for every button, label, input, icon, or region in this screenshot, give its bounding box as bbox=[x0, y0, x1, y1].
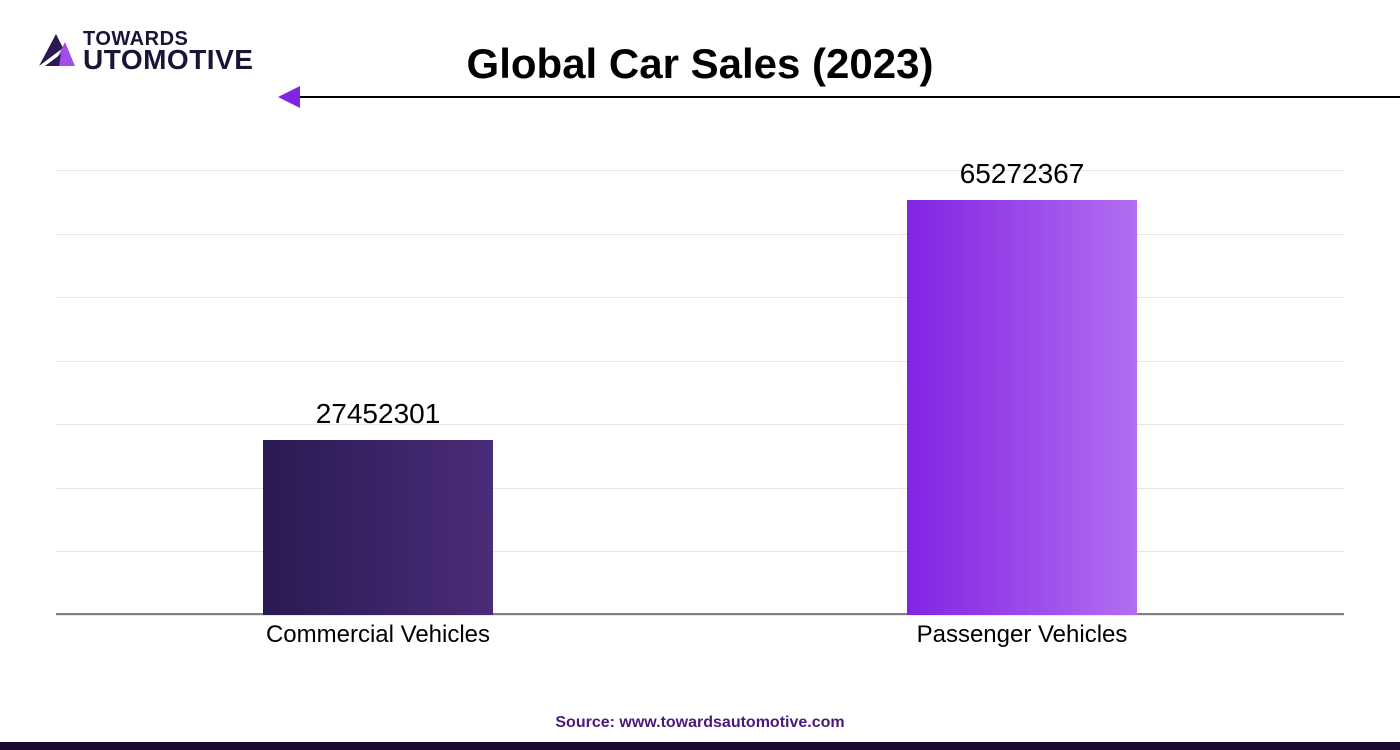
bar-slot: 65272367 bbox=[700, 170, 1344, 615]
bar-chart: 27452301 65272367 Commercial VehiclesPass… bbox=[56, 170, 1344, 650]
bottom-strip bbox=[0, 742, 1400, 750]
arrow-left-icon bbox=[278, 86, 300, 108]
source-attribution: Source: www.towardsautomotive.com bbox=[0, 714, 1400, 732]
page-root: TOWARDS UTOMOTIVE Global Car Sales (2023… bbox=[0, 0, 1400, 750]
source-url: www.towardsautomotive.com bbox=[619, 714, 844, 731]
category-label: Passenger Vehicles bbox=[700, 615, 1344, 650]
bar-value-label: 27452301 bbox=[316, 398, 441, 430]
title-underline bbox=[290, 96, 1400, 98]
category-label: Commercial Vehicles bbox=[56, 615, 700, 650]
bar-slot: 27452301 bbox=[56, 170, 700, 615]
chart-bars: 27452301 65272367 bbox=[56, 170, 1344, 615]
source-prefix: Source: bbox=[555, 714, 619, 731]
chart-title: Global Car Sales (2023) bbox=[0, 40, 1400, 88]
chart-category-labels: Commercial VehiclesPassenger Vehicles bbox=[56, 615, 1344, 650]
bar: 27452301 bbox=[263, 440, 493, 615]
bar: 65272367 bbox=[907, 200, 1137, 615]
bar-value-label: 65272367 bbox=[960, 158, 1085, 190]
